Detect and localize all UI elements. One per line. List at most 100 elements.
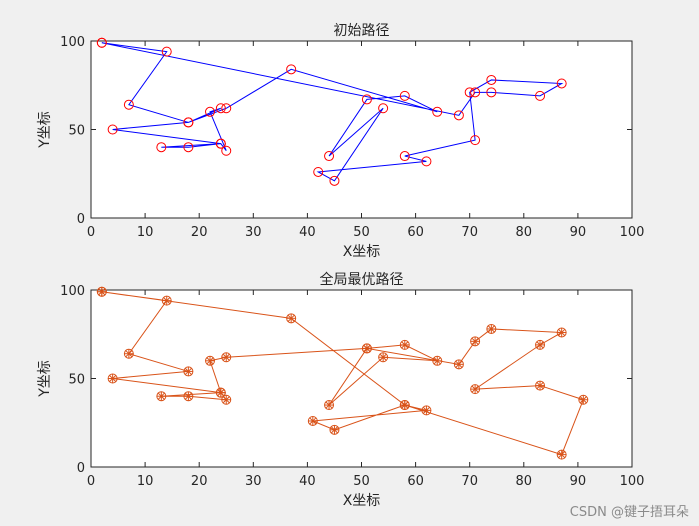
data-point	[453, 359, 464, 370]
data-point	[183, 142, 194, 153]
x-tick-label: 90	[570, 225, 587, 240]
point-marker	[96, 37, 107, 48]
point-marker-cross	[536, 382, 544, 390]
point-marker	[205, 106, 216, 117]
x-tick-label: 70	[461, 474, 478, 489]
point-marker	[535, 90, 546, 101]
point-marker	[183, 117, 194, 128]
data-point	[535, 339, 546, 350]
point-marker	[470, 135, 481, 146]
point-marker-cross	[379, 353, 387, 361]
point-marker	[432, 106, 443, 117]
point-marker-cross	[471, 337, 479, 345]
data-point	[123, 99, 134, 110]
data-point	[107, 124, 118, 135]
point-marker	[156, 142, 167, 153]
x-tick-label: 60	[407, 474, 424, 489]
y-axis-label: Y坐标	[37, 360, 53, 398]
data-point	[215, 387, 226, 398]
point-marker	[215, 138, 226, 149]
data-point	[96, 37, 107, 48]
data-point	[578, 394, 589, 405]
point-marker	[486, 74, 497, 85]
data-point	[399, 400, 410, 411]
x-tick-label: 100	[620, 225, 645, 240]
y-tick-label: 0	[77, 461, 85, 476]
point-marker	[221, 103, 232, 114]
point-marker-cross	[433, 357, 441, 365]
point-marker	[399, 151, 410, 162]
data-point	[486, 87, 497, 98]
point-marker	[123, 99, 134, 110]
data-point	[399, 90, 410, 101]
chart-title: 初始路径	[334, 22, 390, 39]
data-point	[361, 343, 372, 354]
point-marker-cross	[217, 389, 225, 397]
data-point	[432, 355, 443, 366]
data-point	[96, 286, 107, 297]
data-point	[161, 295, 172, 306]
data-point	[221, 103, 232, 114]
data-point	[486, 74, 497, 85]
data-point	[215, 103, 226, 114]
point-marker-cross	[579, 396, 587, 404]
data-point	[324, 151, 335, 162]
point-marker	[329, 175, 340, 186]
chart-title: 全局最优路径	[320, 271, 404, 288]
x-tick-label: 0	[87, 225, 95, 240]
x-tick-label: 20	[191, 225, 208, 240]
data-point	[378, 103, 389, 114]
data-point	[205, 355, 216, 366]
route-line-series-1	[101, 42, 564, 182]
data-point	[329, 175, 340, 186]
point-marker-cross	[455, 360, 463, 368]
data-point	[399, 151, 410, 162]
y-tick-label: 0	[77, 212, 85, 227]
data-point	[378, 352, 389, 363]
data-point	[486, 323, 497, 334]
point-marker-cross	[536, 341, 544, 349]
point-marker	[470, 87, 481, 98]
data-point	[453, 110, 464, 121]
point-marker	[313, 166, 324, 177]
x-tick-label: 50	[353, 225, 370, 240]
point-marker	[286, 64, 297, 75]
point-marker	[324, 151, 335, 162]
x-tick-label: 50	[353, 474, 370, 489]
data-point	[470, 135, 481, 146]
y-tick-label: 50	[68, 124, 85, 139]
point-marker	[107, 124, 118, 135]
data-point	[399, 339, 410, 350]
point-marker	[183, 142, 194, 153]
data-point	[556, 449, 567, 460]
x-tick-label: 30	[245, 474, 262, 489]
point-marker	[378, 103, 389, 114]
point-marker-cross	[222, 396, 230, 404]
data-point	[432, 106, 443, 117]
point-marker-cross	[222, 353, 230, 361]
y-tick-label: 50	[68, 373, 85, 388]
data-point	[215, 138, 226, 149]
point-marker	[556, 78, 567, 89]
y-axis-label: Y坐标	[37, 111, 53, 149]
point-marker-cross	[558, 451, 566, 459]
point-marker-cross	[401, 401, 409, 409]
x-tick-label: 30	[245, 225, 262, 240]
point-marker	[399, 90, 410, 101]
data-point	[470, 384, 481, 395]
x-tick-label: 40	[299, 225, 316, 240]
data-point	[123, 348, 134, 359]
data-point	[221, 394, 232, 405]
data-point	[470, 336, 481, 347]
point-marker-cross	[309, 417, 317, 425]
data-point	[286, 313, 297, 324]
data-point	[156, 142, 167, 153]
x-tick-label: 20	[191, 474, 208, 489]
point-marker	[161, 46, 172, 57]
y-tick-label: 100	[60, 35, 85, 50]
data-point	[313, 166, 324, 177]
x-tick-label: 90	[570, 474, 587, 489]
data-point	[361, 94, 372, 105]
point-marker-cross	[125, 350, 133, 358]
data-point	[183, 366, 194, 377]
